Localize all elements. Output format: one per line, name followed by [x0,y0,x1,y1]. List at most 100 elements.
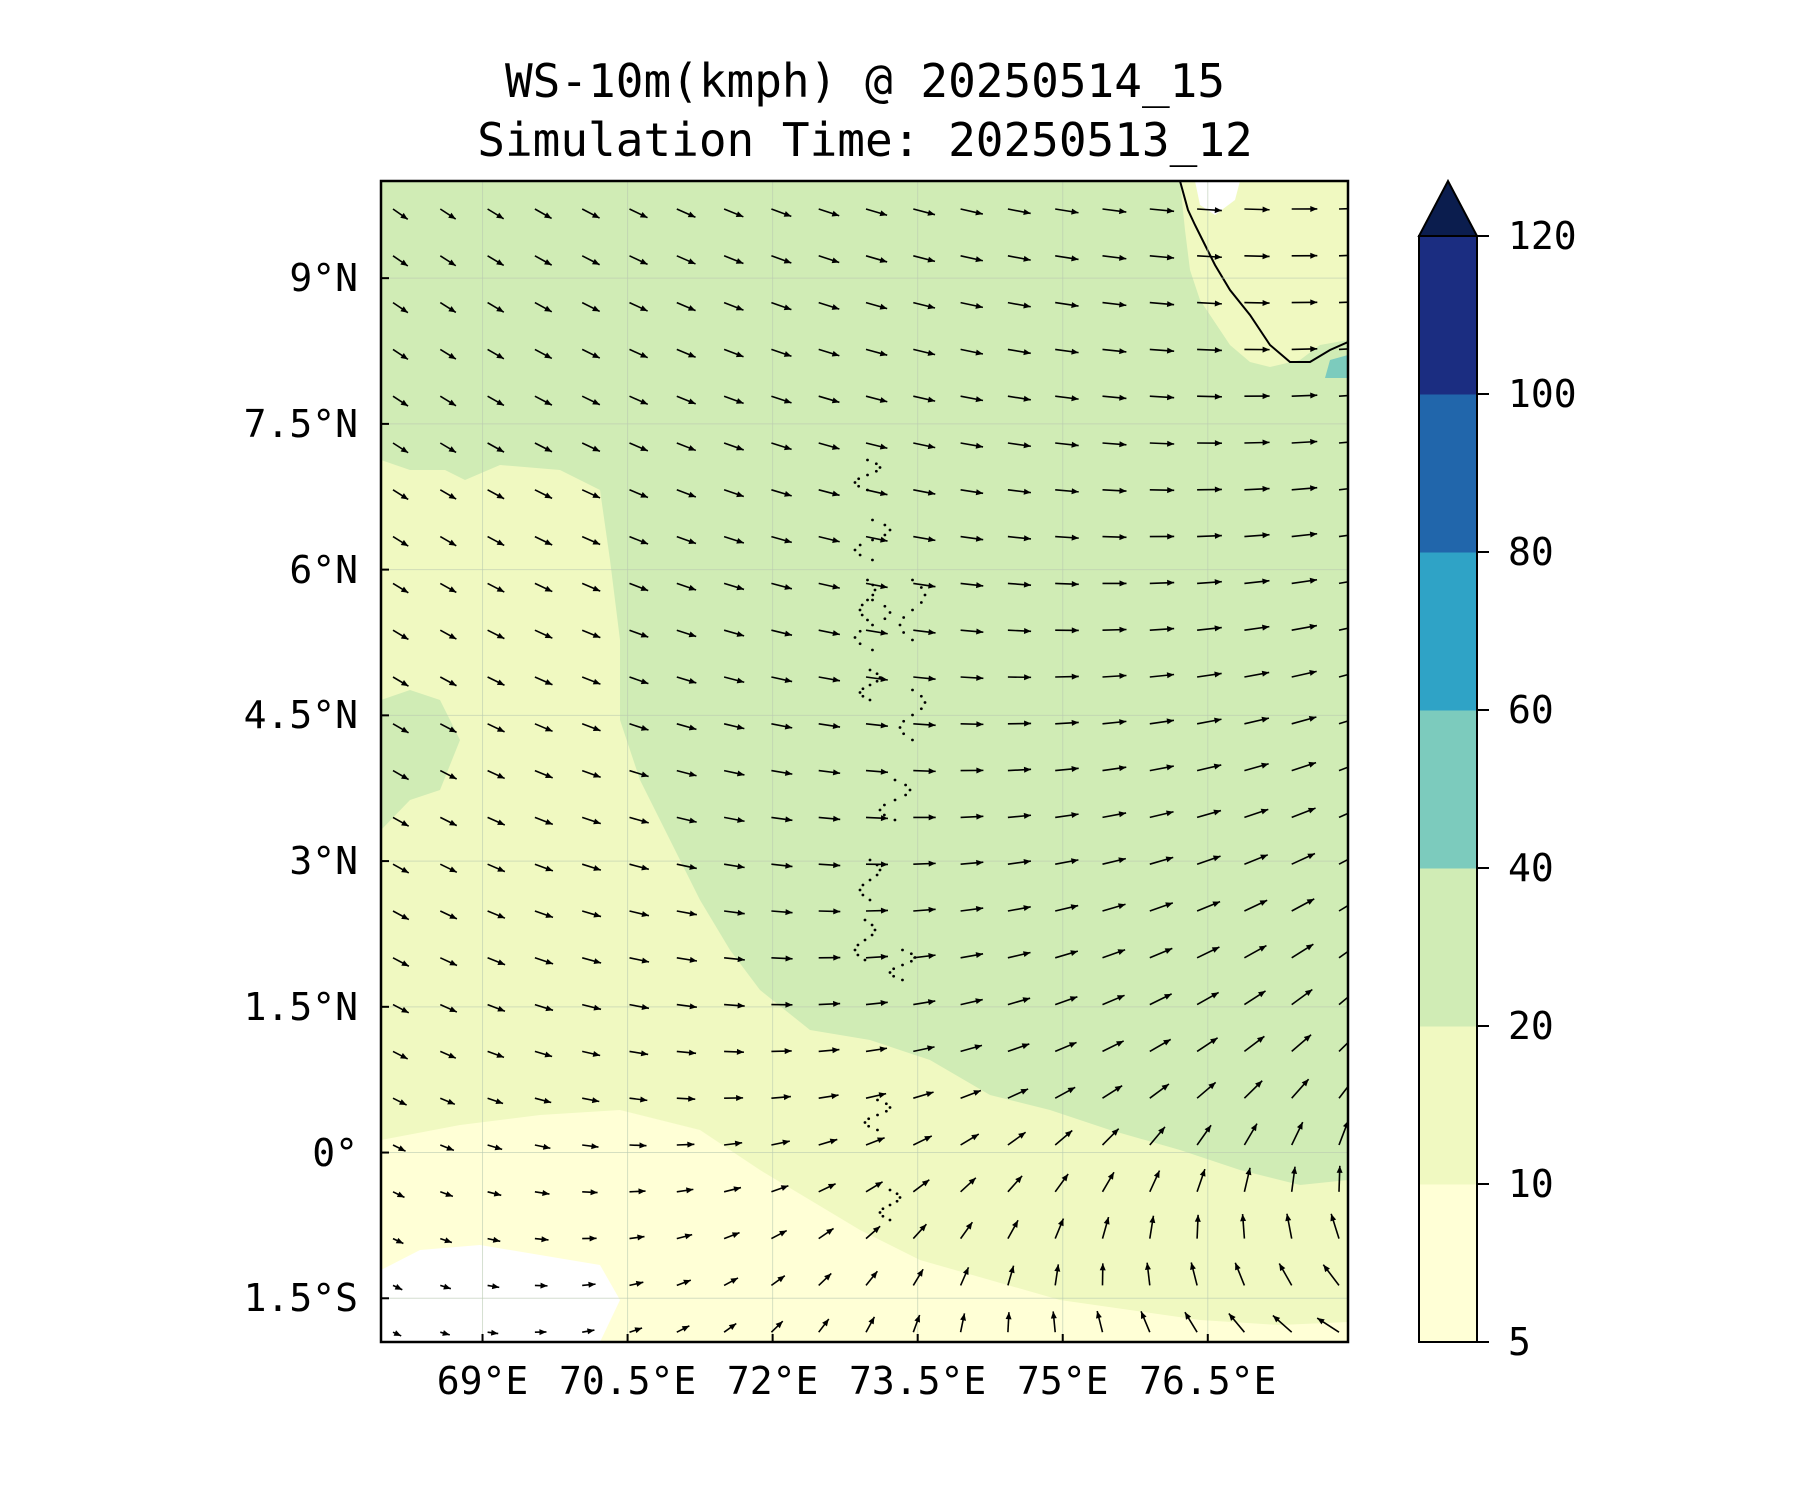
wind-arrow [676,629,697,638]
island-dot [893,778,897,782]
wind-arrow [913,582,936,589]
island-dot [898,1196,902,1199]
island-dot [883,533,887,537]
wind-arrow [913,489,936,496]
wind-arrow [723,255,744,265]
wind-arrow [1197,393,1222,400]
wind-arrow [960,767,984,774]
colorbar-segment [1419,394,1477,553]
wind-arrow [771,582,793,590]
wind-arrow [1197,532,1222,539]
wind-arrow [1197,347,1222,354]
wind-arrow [865,255,888,263]
wind-arrow [534,1329,547,1336]
wind-arrow [1291,485,1318,492]
wind-arrow [1243,990,1266,1006]
wind-arrow [913,814,936,821]
wind-arrow [1055,441,1079,448]
wind-arrow [818,676,841,683]
colorbar-tick-label: 5 [1508,1320,1531,1364]
wind-arrow [1149,1126,1166,1146]
island-dot [853,636,857,639]
wind-arrow [1149,207,1175,214]
wind-arrow [1007,1043,1030,1053]
wind-arrow [487,489,505,500]
colorbar-tick-label: 120 [1508,214,1577,258]
wind-arrow [771,862,793,869]
wind-arrow [676,1049,697,1056]
wind-arrow [534,395,553,406]
wind-arrow [487,395,505,407]
wind-arrow [1338,1120,1348,1146]
wind-arrow [581,442,601,453]
wind-arrow [771,1094,791,1101]
island-dot [881,1207,885,1211]
wind-arrow [1149,810,1174,819]
wind-arrow [913,395,936,403]
island-dot [911,638,914,642]
wind-arrow [581,629,601,639]
wind-arrow [771,909,793,916]
wind-arrow [1007,395,1031,402]
wind-arrow [439,1097,456,1106]
wind-arrow [1007,442,1031,449]
wind-arrow [1101,1128,1120,1146]
wind-arrow [1338,1041,1348,1052]
wind-arrow [913,535,936,543]
wind-arrow [865,301,888,310]
wind-arrow [487,769,506,780]
lat-tick-label: 0° [312,1130,358,1175]
wind-arrow [1338,996,1348,1006]
island-dot [867,1124,871,1128]
wind-arrow [865,861,889,868]
wind-arrow [629,1234,645,1241]
wind-arrow [487,1003,506,1012]
island-dot [888,1188,892,1192]
wind-arrow [771,769,793,776]
wind-arrow [865,953,889,960]
wind-arrow [913,442,936,450]
wind-arrow [534,1050,553,1058]
land-srilanka-edge [1325,355,1348,378]
island-dot [863,958,867,962]
wind-arrow [487,208,505,220]
colorbar-segment [1419,236,1477,395]
wind-arrow [676,1325,690,1333]
wind-arrow [1149,579,1175,586]
island-dot [866,578,869,582]
wind-arrow [392,442,409,454]
wind-arrow [865,907,889,914]
island-dot [858,608,862,612]
wind-arrow [723,348,744,358]
wind-arrow [487,535,505,547]
wind-arrow [676,1279,692,1287]
map-ticks [381,277,1209,1342]
wind-arrow [581,255,600,266]
wind-arrow [818,348,840,357]
wind-arrow [723,769,745,777]
wind-arrow [1055,765,1079,772]
island-dot [860,613,864,617]
island-dot [858,553,862,557]
wind-arrow [1149,672,1175,679]
wind-arrow [723,395,744,405]
wind-arrow [960,721,984,728]
speed-band-5-10 [381,1110,1348,1342]
wind-arrow [865,1046,888,1053]
wind-arrow [1007,255,1031,262]
wind-arrow [676,489,697,498]
wind-arrow [1197,300,1222,307]
wind-arrow [912,1268,924,1286]
wind-arrow [1099,1263,1106,1286]
wind-arrow [1291,898,1315,912]
island-dot [883,604,887,608]
wind-arrow [1149,1038,1172,1053]
island-dot [878,1211,882,1214]
wind-arrow [534,910,554,919]
wind-arrow [865,442,888,450]
wind-arrow [913,1091,934,1099]
wind-arrow [865,395,888,403]
wind-arrow [1190,1262,1198,1286]
wind-arrow [960,395,984,403]
wind-arrow [770,1320,784,1333]
